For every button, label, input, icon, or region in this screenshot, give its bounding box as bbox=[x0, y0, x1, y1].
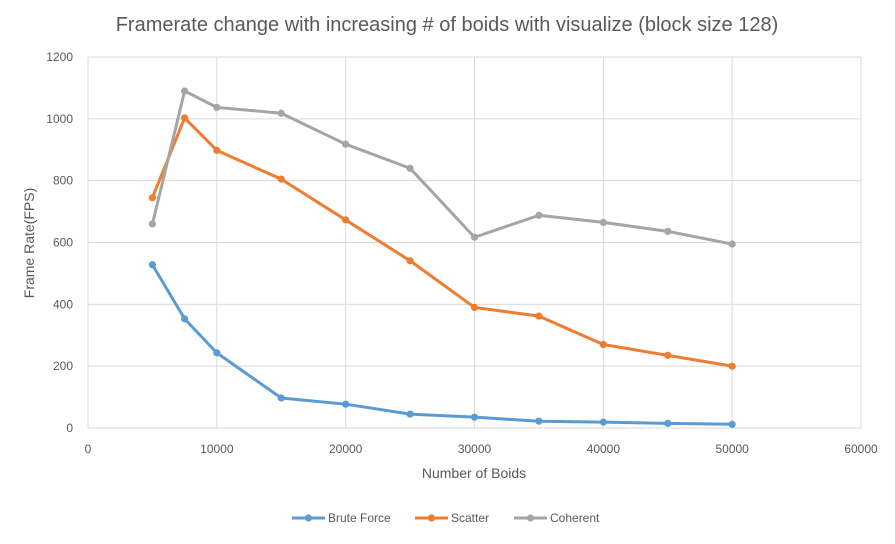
data-point-scatter bbox=[535, 312, 543, 320]
legend-swatch-marker bbox=[304, 514, 313, 522]
x-axis-ticks: 0 10000 20000 30000 40000 50000 60000 bbox=[85, 442, 878, 456]
data-point-scatter bbox=[599, 340, 607, 349]
legend-item-scatter: Scatter bbox=[415, 511, 489, 525]
y-tick-label: 1000 bbox=[46, 112, 73, 126]
y-tick-label: 800 bbox=[53, 174, 73, 188]
data-point-brute-force bbox=[470, 413, 479, 421]
legend-swatch-marker bbox=[427, 514, 436, 522]
series-brute-force bbox=[148, 261, 736, 428]
legend-label: Scatter bbox=[451, 511, 489, 525]
data-point-brute-force bbox=[277, 394, 285, 402]
x-axis-title: Number of Boids bbox=[422, 465, 526, 481]
data-point-scatter bbox=[470, 303, 479, 312]
y-tick-label: 200 bbox=[53, 359, 73, 373]
x-tick-label: 20000 bbox=[329, 442, 363, 456]
x-tick-label: 50000 bbox=[715, 442, 749, 456]
y-tick-label: 600 bbox=[53, 236, 73, 250]
data-point-scatter bbox=[342, 216, 350, 224]
data-point-brute-force bbox=[535, 417, 543, 425]
data-point-brute-force bbox=[342, 400, 350, 408]
data-point-coherent bbox=[470, 233, 479, 241]
series-coherent bbox=[148, 87, 736, 248]
data-point-coherent bbox=[342, 140, 350, 148]
x-tick-label: 40000 bbox=[587, 442, 621, 456]
legend-label: Brute Force bbox=[328, 511, 391, 525]
legend-item-brute-force: Brute Force bbox=[292, 511, 391, 525]
data-point-coherent bbox=[599, 218, 607, 227]
data-point-coherent bbox=[535, 211, 543, 219]
data-point-scatter bbox=[213, 146, 221, 154]
data-point-coherent bbox=[406, 164, 414, 172]
x-tick-label: 10000 bbox=[200, 442, 234, 456]
data-point-scatter bbox=[406, 257, 414, 265]
legend-label: Coherent bbox=[550, 511, 600, 525]
data-point-scatter bbox=[728, 362, 736, 370]
data-point-coherent bbox=[148, 220, 157, 228]
data-point-coherent bbox=[277, 109, 285, 117]
data-point-brute-force bbox=[406, 410, 414, 418]
data-point-scatter bbox=[181, 114, 189, 122]
data-point-brute-force bbox=[599, 418, 607, 426]
data-point-scatter bbox=[277, 175, 285, 183]
data-point-brute-force bbox=[148, 261, 157, 269]
data-point-brute-force bbox=[213, 349, 221, 357]
chart-title: Framerate change with increasing # of bo… bbox=[116, 14, 779, 36]
data-point-brute-force bbox=[664, 419, 672, 427]
x-tick-label: 60000 bbox=[844, 442, 878, 456]
x-tick-label: 30000 bbox=[458, 442, 492, 456]
x-tick-label: 0 bbox=[85, 442, 92, 456]
series-scatter bbox=[148, 114, 736, 370]
data-point-coherent bbox=[728, 240, 736, 248]
data-point-coherent bbox=[664, 227, 672, 235]
legend: Brute Force Scatter Coherent bbox=[292, 511, 600, 525]
series-lines bbox=[148, 87, 736, 428]
y-tick-label: 400 bbox=[53, 297, 73, 311]
y-tick-label: 0 bbox=[66, 421, 73, 435]
y-axis-ticks: 0 200 400 600 800 1000 1200 bbox=[46, 50, 73, 435]
y-tick-label: 1200 bbox=[46, 50, 73, 64]
series-line-coherent bbox=[150, 89, 734, 246]
data-point-coherent bbox=[213, 103, 221, 111]
data-point-scatter bbox=[148, 194, 157, 202]
gridlines bbox=[87, 56, 862, 429]
data-point-brute-force bbox=[728, 420, 736, 428]
y-axis-title: Frame Rate(FPS) bbox=[21, 188, 37, 298]
legend-swatch-marker bbox=[526, 514, 535, 522]
data-point-scatter bbox=[664, 351, 672, 359]
legend-item-coherent: Coherent bbox=[514, 511, 600, 525]
data-point-brute-force bbox=[181, 315, 189, 323]
series-line-brute-force bbox=[150, 263, 734, 426]
data-point-coherent bbox=[181, 87, 189, 95]
